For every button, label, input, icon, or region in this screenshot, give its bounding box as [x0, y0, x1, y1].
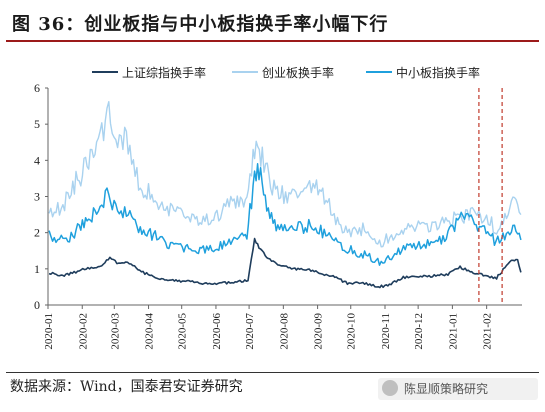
legend-label: 创业板换手率 — [262, 65, 334, 80]
wechat-icon — [382, 380, 398, 396]
y-tick-label: 1 — [34, 262, 40, 276]
x-tick-label: 2020-05 — [177, 313, 189, 350]
y-tick-label: 3 — [34, 190, 40, 204]
turnover-line-chart: 上证综指换手率 创业板换手率 中小板指换手率 0 1 2 3 4 5 6 2020-01 2020-0… — [34, 65, 522, 350]
y-tick-label: 2 — [34, 226, 40, 240]
x-tick-label: 2020-10 — [346, 313, 358, 350]
series-line — [48, 101, 522, 248]
series-line — [48, 163, 522, 266]
series-line — [48, 237, 522, 289]
watermark-text: 陈显顺策略研究 — [404, 382, 489, 396]
watermark-badge: 陈显顺策略研究 — [378, 378, 538, 400]
footer-rule — [6, 372, 539, 373]
y-tick-label: 5 — [34, 117, 40, 131]
x-tick-label: 2020-11 — [380, 313, 392, 349]
x-tick-label: 2020-08 — [278, 313, 290, 350]
x-tick-label: 2020-02 — [77, 313, 89, 350]
x-tick-label: 2020-03 — [109, 313, 121, 350]
legend-label: 中小板指换手率 — [396, 65, 480, 80]
y-tick-label: 6 — [34, 81, 40, 95]
figure-title-block: 图 36：创业板指与中小板指换手率小幅下行 — [6, 6, 539, 42]
legend-label: 上证综指换手率 — [122, 65, 206, 80]
title-rule — [6, 40, 539, 42]
y-tick-label: 0 — [34, 298, 40, 312]
x-tick-label: 2020-01 — [43, 313, 55, 350]
x-tick-label: 2020-06 — [211, 313, 223, 350]
x-tick-label: 2021-02 — [482, 313, 494, 350]
y-tick-label: 4 — [34, 153, 40, 167]
x-tick-label: 2020-09 — [313, 313, 325, 350]
x-tick-label: 2020-12 — [413, 313, 425, 350]
data-source-note: 数据来源：Wind，国泰君安证券研究 — [10, 379, 243, 395]
x-tick-label: 2020-04 — [144, 313, 156, 350]
x-tick-label: 2020-07 — [244, 313, 256, 350]
x-tick-label: 2021-01 — [447, 313, 459, 350]
figure-title: 图 36：创业板指与中小板指换手率小幅下行 — [12, 14, 389, 35]
